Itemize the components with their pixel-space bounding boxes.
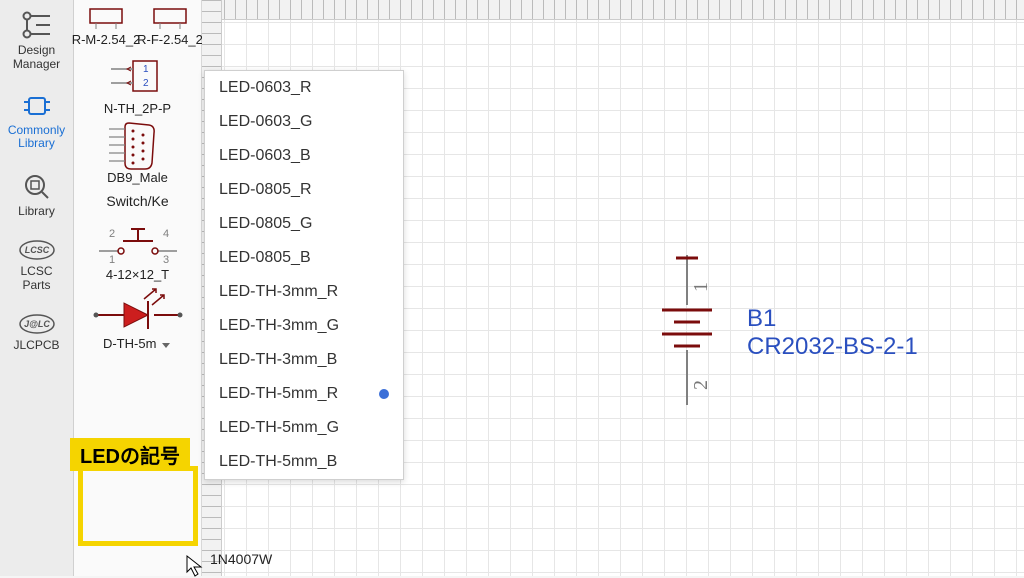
- svg-text:3: 3: [163, 254, 169, 265]
- part-caption-diode: 1N4007W: [210, 551, 272, 567]
- tool-label: LCSCParts: [20, 265, 52, 293]
- chevron-down-icon[interactable]: [160, 339, 172, 351]
- svg-text:1: 1: [109, 254, 115, 265]
- tool-label: JLCPCB: [13, 339, 59, 353]
- cursor-icon: [185, 554, 205, 578]
- svg-text:4: 4: [163, 228, 169, 240]
- part-caption: Switch/Ke: [106, 193, 168, 209]
- parts-palette: R-M-2.54_2 R-F-2.54_2 1 2: [74, 0, 202, 576]
- search-chip-icon: [20, 171, 54, 201]
- part-caption: N-TH_2P-P: [104, 101, 171, 116]
- svg-text:LCSC: LCSC: [24, 245, 49, 255]
- menu-item[interactable]: LED-TH-3mm_R: [205, 275, 403, 309]
- menu-item[interactable]: LED-TH-5mm_B: [205, 445, 403, 479]
- left-toolbar: DesignManager CommonlyLibrary Library: [0, 0, 74, 576]
- svg-text:J@LC: J@LC: [24, 319, 50, 329]
- tree-icon: [20, 10, 54, 40]
- tool-commonly-library[interactable]: CommonlyLibrary: [0, 82, 73, 162]
- callout-label: LEDの記号: [70, 438, 190, 471]
- component-label[interactable]: B1 CR2032-BS-2-1: [747, 305, 918, 361]
- part-thumb: 1 2: [88, 53, 188, 101]
- menu-item[interactable]: LED-TH-5mm_R: [205, 377, 403, 411]
- part-caption: 4-12×12_T: [106, 267, 169, 282]
- tool-label: Library: [18, 205, 55, 219]
- part-thumb: 2 4 1 3: [88, 219, 188, 267]
- tool-label: CommonlyLibrary: [8, 124, 65, 152]
- menu-item[interactable]: LED-0603_G: [205, 105, 403, 139]
- svg-text:2: 2: [109, 228, 115, 240]
- part-led[interactable]: D-TH-5m: [74, 284, 201, 353]
- tool-library[interactable]: Library: [0, 161, 73, 229]
- designator: B1: [747, 305, 776, 332]
- part-tact[interactable]: 2 4 1 3 4-12×12_T: [74, 215, 201, 284]
- part-caption: R-M-2.54_2: [72, 32, 141, 47]
- menu-item[interactable]: LED-0805_B: [205, 241, 403, 275]
- part-caption: R-F-2.54_2: [137, 32, 203, 47]
- chip-icon: [20, 92, 54, 120]
- battery-symbol[interactable]: 1 2: [632, 250, 752, 425]
- selection-dot-icon: [379, 389, 389, 399]
- part-switch[interactable]: Switch/Ke: [74, 187, 201, 215]
- menu-item[interactable]: LED-TH-3mm_B: [205, 343, 403, 377]
- part-header-f[interactable]: R-F-2.54_2: [138, 0, 202, 49]
- component-value: CR2032-BS-2-1: [747, 333, 918, 361]
- menu-item[interactable]: LED-TH-5mm_G: [205, 411, 403, 445]
- ruler-horizontal: [202, 0, 1024, 20]
- lcsc-icon: LCSC: [18, 239, 56, 261]
- tool-jlcpcb[interactable]: J@LC JLCPCB: [0, 303, 73, 363]
- part-thumb: [88, 122, 188, 170]
- jlc-icon: J@LC: [18, 313, 56, 335]
- part-caption: DB9_Male: [107, 170, 168, 185]
- menu-item[interactable]: LED-0805_R: [205, 173, 403, 207]
- pin-bottom: 2: [690, 380, 712, 390]
- menu-item[interactable]: LED-0805_G: [205, 207, 403, 241]
- menu-item[interactable]: LED-0603_R: [205, 71, 403, 105]
- part-db9[interactable]: DB9_Male: [74, 118, 201, 187]
- menu-item[interactable]: LED-TH-3mm_G: [205, 309, 403, 343]
- part-thumb: [88, 288, 188, 336]
- part-caption: D-TH-5m: [103, 336, 172, 351]
- part-conn2p[interactable]: 1 2 N-TH_2P-P: [74, 49, 201, 118]
- svg-text:1: 1: [143, 64, 149, 75]
- led-variant-menu: LED-0603_RLED-0603_GLED-0603_BLED-0805_R…: [204, 70, 404, 480]
- svg-text:2: 2: [143, 78, 149, 89]
- tool-label: DesignManager: [13, 44, 60, 72]
- menu-item[interactable]: LED-0603_B: [205, 139, 403, 173]
- tool-lcsc-parts[interactable]: LCSC LCSCParts: [0, 229, 73, 303]
- pin-top: 1: [690, 282, 712, 292]
